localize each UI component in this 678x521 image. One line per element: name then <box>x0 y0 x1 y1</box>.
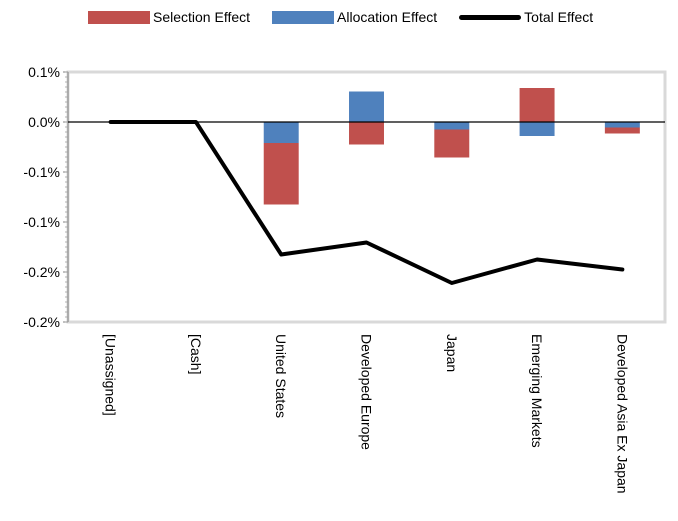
legend-label-total: Total Effect <box>524 9 594 25</box>
legend-item-total: Total Effect <box>459 9 593 25</box>
y-tick-label: -0.2% <box>23 314 60 330</box>
bar-allocation-effect <box>263 122 299 143</box>
bar-layer <box>263 88 640 205</box>
bar-selection-effect <box>349 122 384 145</box>
bar-selection-effect <box>519 88 555 122</box>
legend-swatch-allocation <box>272 10 335 24</box>
x-tick-label: Developed Europe <box>359 334 375 450</box>
x-axis-labels: [Unassigned] [Cash] United States Developed… <box>103 334 631 494</box>
legend-item-allocation: Allocation Effect <box>272 9 437 25</box>
legend-swatch-selection <box>88 10 150 24</box>
legend-label-allocation: Allocation Effect <box>337 9 438 25</box>
x-tick-label: United States <box>273 334 289 418</box>
x-tick-label: Emerging Markets <box>529 334 545 448</box>
legend-label-selection: Selection Effect <box>153 9 251 25</box>
bar-allocation-effect <box>349 91 384 122</box>
y-tick-label: -0.2% <box>23 264 60 280</box>
bar-selection-effect <box>434 129 470 158</box>
x-tick-label: [Cash] <box>188 334 204 374</box>
y-axis-ticks: 0.1% 0.0% -0.1% -0.1% -0.2% -0.2% <box>23 64 68 330</box>
bar-selection-effect <box>604 127 640 134</box>
bar-allocation-effect <box>604 122 640 128</box>
bar-selection-effect <box>263 143 299 205</box>
legend-line-total <box>459 14 522 20</box>
x-tick-label: Developed Asia Ex Japan <box>614 334 630 494</box>
y-tick-label: 0.0% <box>28 114 60 130</box>
bar-allocation-effect <box>519 122 555 136</box>
total-effect-line <box>108 120 625 285</box>
y-tick-label: 0.1% <box>28 64 60 80</box>
y-tick-label: -0.1% <box>23 164 60 180</box>
x-tick-label: Japan <box>444 334 460 372</box>
legend-item-selection: Selection Effect <box>88 9 250 25</box>
y-tick-label: -0.1% <box>23 214 60 230</box>
chart-legend: Selection Effect Allocation Effect Total… <box>88 4 615 30</box>
x-tick-label: [Unassigned] <box>103 334 119 416</box>
bar-allocation-effect <box>434 122 470 130</box>
